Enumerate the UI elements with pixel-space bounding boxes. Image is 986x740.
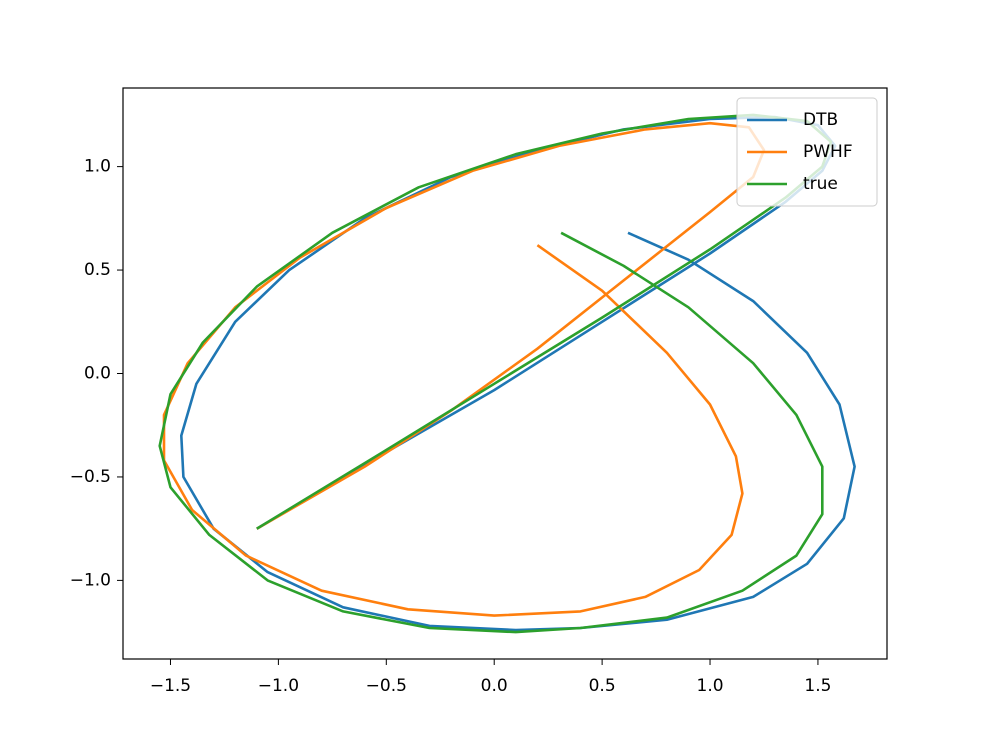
x-tick-label: −1.5 bbox=[150, 676, 191, 696]
legend-label: true bbox=[803, 174, 838, 194]
legend-box bbox=[736, 97, 878, 207]
legend-label: PWHF bbox=[803, 142, 853, 162]
legend-label: DTB bbox=[803, 110, 838, 130]
y-tick-label: 1.0 bbox=[84, 157, 111, 177]
x-tick-label: 1.0 bbox=[697, 676, 724, 696]
x-tick-label: −1.0 bbox=[258, 676, 299, 696]
x-tick-label: 0.0 bbox=[481, 676, 508, 696]
x-tick-label: 1.5 bbox=[804, 676, 831, 696]
y-tick-label: 0.5 bbox=[84, 260, 111, 280]
legend: DTB PWHF true bbox=[736, 97, 878, 207]
series-line bbox=[162, 121, 766, 617]
y-tick-label: −0.5 bbox=[70, 467, 111, 487]
x-tick-label: −0.5 bbox=[366, 676, 407, 696]
plot-frame bbox=[122, 87, 888, 660]
y-tick-label: 0.0 bbox=[84, 364, 111, 384]
x-tick-label: 0.5 bbox=[589, 676, 616, 696]
y-tick-label: −1.0 bbox=[70, 570, 111, 590]
